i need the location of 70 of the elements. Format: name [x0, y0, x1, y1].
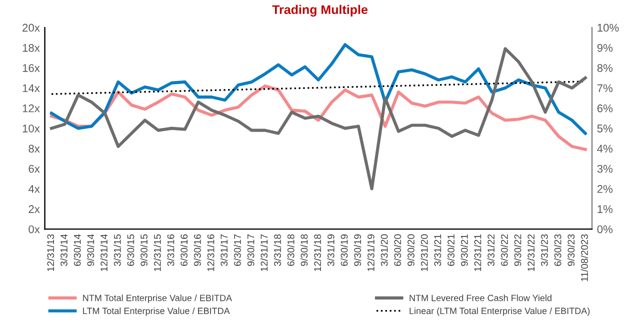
x-tick-label: 6/30/23 — [554, 234, 562, 266]
y2-tick-label: 2% — [597, 185, 613, 193]
y-tick-label: 0x — [28, 225, 40, 234]
chart-title: Trading Multiple — [272, 4, 368, 17]
y2-tick-label: 0% — [597, 225, 613, 234]
y-tick-label: 6x — [28, 164, 40, 173]
x-tick-label: 12/31/17 — [260, 234, 268, 272]
x-tick-label: 3/31/21 — [434, 234, 442, 266]
x-tick-label: 3/31/22 — [487, 234, 495, 266]
legend-label: LTM Total Enterprise Value / EBITDA — [83, 307, 230, 316]
x-tick-label: 3/31/19 — [327, 234, 334, 266]
y-tick-label: 12x — [22, 104, 40, 112]
x-tick-label: 12/31/18 — [314, 234, 322, 272]
y-tick-label: 20x — [22, 24, 40, 32]
y-tick-label: 18x — [22, 44, 40, 52]
x-tick-label: 3/31/14 — [60, 234, 68, 266]
y2-tick-label: 8% — [597, 64, 613, 72]
x-tick-label: 6/30/16 — [180, 234, 188, 266]
x-tick-label: 9/30/18 — [300, 234, 308, 266]
x-tick-label: 12/31/16 — [207, 234, 214, 272]
x-tick-label: 6/30/19 — [340, 234, 348, 266]
x-tick-label: 9/30/15 — [140, 234, 148, 266]
y2-tick-label: 7% — [597, 84, 613, 92]
x-tick-label: 12/31/21 — [474, 234, 482, 272]
x-tick-label: 11/08/2023 — [580, 234, 588, 282]
x-tick-label: 9/30/23 — [567, 234, 575, 266]
legend-label: NTM Total Enterprise Value / EBITDA — [83, 294, 232, 303]
x-tick-label: 12/31/22 — [527, 234, 535, 272]
x-tick-label: 9/30/17 — [247, 234, 254, 266]
x-tick-label: 12/31/19 — [367, 234, 374, 272]
line-series — [50, 47, 587, 190]
x-tick-label: 9/30/22 — [514, 234, 522, 266]
y2-tick-label: 4% — [597, 144, 613, 153]
x-tick-label: 12/31/15 — [154, 234, 161, 272]
legend-label: NTM Levered Free Cash Flow Yield — [410, 294, 552, 302]
y-tick-label: 16x — [22, 64, 40, 72]
y2-tick-label: 9% — [597, 44, 613, 52]
x-tick-label: 9/30/21 — [460, 234, 468, 266]
x-tick-label: 3/31/23 — [540, 234, 548, 266]
y-tick-label: 2x — [28, 205, 40, 213]
x-tick-label: 6/30/14 — [74, 234, 81, 266]
x-tick-label: 9/30/20 — [407, 234, 414, 266]
x-tick-label: 12/31/13 — [46, 234, 54, 272]
x-tick-label: 6/30/15 — [127, 234, 134, 266]
y2-tick-label: 1% — [598, 205, 613, 214]
x-tick-label: 6/30/17 — [234, 234, 241, 266]
y-tick-label: 8x — [28, 144, 40, 153]
y-tick-label: 10x — [22, 124, 40, 132]
legend-label: Linear (LTM Total Enterprise Value / EBITDA) — [410, 307, 590, 316]
y2-tick-label: 5% — [597, 124, 613, 132]
x-tick-label: 12/31/14 — [100, 234, 108, 272]
x-tick-label: 3/31/17 — [220, 234, 228, 266]
line-series — [50, 43, 587, 135]
x-tick-label: 3/31/18 — [274, 234, 281, 266]
x-tick-label: 6/30/18 — [287, 234, 294, 266]
x-tick-label: 9/30/14 — [86, 234, 94, 266]
x-tick-label: 6/30/20 — [394, 234, 402, 266]
y2-tick-label: 10% — [598, 24, 619, 32]
x-tick-label: 3/31/15 — [114, 234, 121, 266]
x-tick-label: 3/31/20 — [380, 234, 388, 266]
x-tick-label: 6/30/22 — [500, 234, 508, 266]
y-tick-label: 14x — [22, 84, 40, 92]
x-tick-label: 9/30/16 — [194, 234, 201, 266]
y2-tick-label: 3% — [597, 164, 613, 173]
x-tick-label: 9/30/19 — [354, 234, 362, 266]
x-tick-label: 12/31/20 — [420, 234, 428, 272]
x-tick-label: 3/31/16 — [167, 234, 174, 266]
y-tick-label: 4x — [28, 185, 40, 193]
y2-tick-label: 6% — [597, 104, 613, 112]
x-tick-label: 6/30/21 — [447, 234, 454, 266]
